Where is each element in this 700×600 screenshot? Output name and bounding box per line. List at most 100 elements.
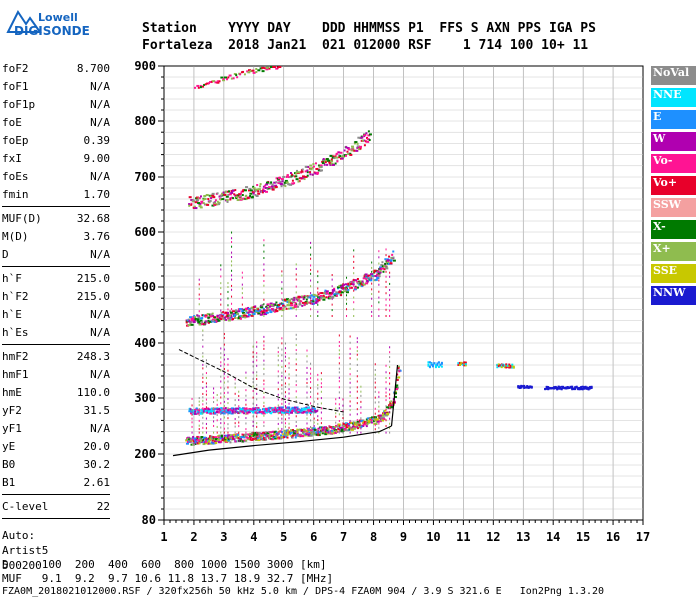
echo-point: [295, 400, 297, 403]
echo-point: [335, 402, 337, 405]
echo-point: [309, 173, 312, 176]
echo-point: [193, 205, 196, 208]
echo-point: [352, 422, 355, 425]
echo-point: [358, 426, 362, 429]
param-name: MUF(D): [2, 212, 42, 225]
echo-point: [360, 400, 362, 403]
echo-point: [277, 370, 279, 373]
echo-point: [309, 168, 313, 171]
echo-point: [333, 426, 336, 429]
echo-point: [371, 310, 373, 313]
echo-point: [503, 366, 506, 369]
echo-point: [241, 292, 243, 295]
echo-point: [306, 381, 308, 384]
echo-point: [196, 409, 199, 412]
echo-point: [254, 436, 258, 439]
echo-point: [317, 415, 319, 418]
echo-point: [283, 411, 286, 414]
echo-point: [290, 434, 293, 437]
echo-point: [280, 434, 283, 437]
echo-point: [292, 298, 296, 301]
echo-point: [357, 427, 360, 430]
echo-point: [213, 440, 216, 443]
echo-point: [295, 384, 297, 387]
echo-point: [185, 321, 188, 324]
echo-point: [356, 286, 359, 289]
echo-point: [434, 364, 437, 367]
echo-point: [385, 431, 387, 434]
echo-point: [277, 410, 280, 413]
echo-point: [234, 422, 236, 425]
param-name: foF1p: [2, 98, 36, 111]
echo-point: [351, 283, 355, 286]
fof2-trace-line: [390, 364, 399, 427]
echo-point: [288, 362, 290, 365]
echo-point: [205, 390, 207, 393]
echo-point: [338, 291, 342, 294]
echo-point: [281, 387, 283, 390]
echo-point: [297, 428, 300, 431]
echo-point: [285, 307, 288, 310]
echo-point: [284, 181, 288, 184]
echo-point: [378, 391, 380, 394]
echo-point: [254, 431, 258, 434]
echo-point: [385, 298, 387, 301]
echo-point: [319, 292, 322, 295]
echo-point: [281, 281, 283, 284]
echo-point: [295, 406, 299, 409]
echo-point: [306, 349, 308, 352]
echo-point: [590, 386, 593, 389]
echo-point: [196, 412, 199, 415]
echo-point: [310, 386, 312, 389]
echo-point: [310, 432, 313, 435]
echo-point: [338, 403, 340, 406]
echo-point: [252, 307, 255, 310]
echo-point: [267, 407, 271, 410]
echo-point: [346, 283, 348, 286]
echo-point: [385, 308, 387, 311]
echo-point: [340, 157, 344, 160]
echo-point: [289, 408, 292, 411]
echo-point: [354, 141, 358, 144]
echo-point: [497, 363, 500, 366]
echo-point: [365, 278, 368, 281]
echo-point: [278, 406, 282, 409]
echo-point: [211, 194, 215, 197]
echo-point: [317, 397, 319, 400]
echo-point: [243, 407, 246, 410]
echo-point: [194, 410, 197, 413]
echo-point: [213, 391, 215, 394]
param-name: fmin: [2, 188, 29, 201]
echo-point: [361, 285, 364, 288]
echo-point: [245, 307, 249, 310]
echo-point: [211, 439, 215, 442]
echo-point: [317, 403, 319, 406]
echo-point: [338, 428, 341, 431]
echo-point: [547, 386, 550, 389]
echo-point: [310, 425, 312, 428]
echo-point: [286, 301, 289, 304]
echo-point: [320, 422, 322, 425]
echo-point: [440, 362, 443, 365]
echo-point: [349, 347, 351, 350]
echo-point: [210, 409, 213, 412]
echo-point: [311, 166, 314, 169]
echo-point: [281, 375, 283, 378]
echo-point: [277, 408, 279, 411]
echo-point: [198, 419, 200, 422]
echo-point: [374, 386, 376, 389]
echo-point: [225, 440, 228, 443]
echo-point: [220, 375, 222, 378]
echo-point: [306, 422, 308, 425]
echo-point: [263, 431, 265, 434]
echo-point: [290, 302, 294, 305]
echo-point: [378, 401, 380, 404]
echo-point: [517, 386, 520, 389]
echo-point: [225, 199, 229, 202]
echo-point: [202, 334, 204, 337]
echo-point: [339, 426, 343, 429]
echo-point: [352, 424, 355, 427]
echo-point: [290, 411, 294, 414]
echo-point: [220, 311, 223, 314]
echo-point: [241, 287, 243, 290]
